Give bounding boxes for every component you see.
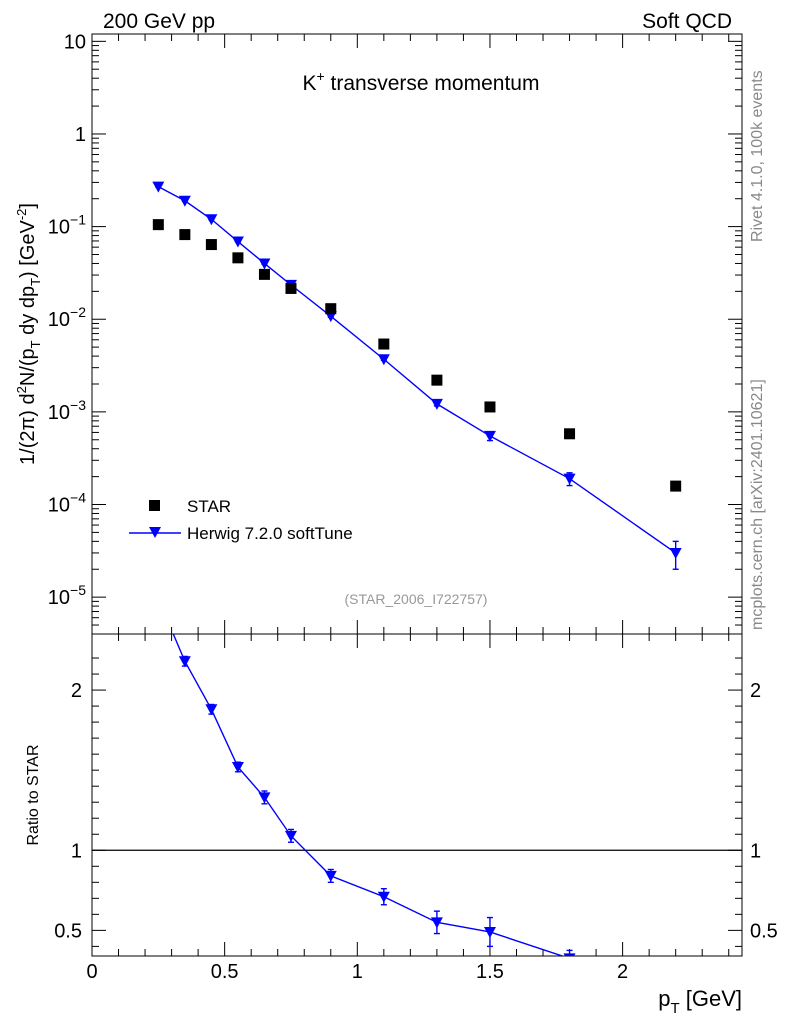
herwig-point: [483, 430, 496, 442]
star-point: [378, 338, 390, 350]
main-y-tick-label: 10: [64, 31, 86, 53]
legend-star-label: STAR: [187, 497, 231, 516]
main-y-tick-label: 10−2: [48, 304, 86, 331]
star-point: [152, 219, 164, 231]
star-point: [484, 401, 496, 413]
ratio-marks: [152, 594, 682, 986]
ratio-y-tick-label-right: 0.5: [750, 920, 778, 942]
header-category-label: Soft QCD: [642, 10, 732, 33]
ratio-y-tick-label-right: 2: [750, 680, 761, 702]
main-y-tick-label: 1: [75, 124, 86, 146]
ratio-point: [205, 704, 218, 716]
analysis-watermark: (STAR_2006_I722757): [345, 591, 488, 607]
star-point: [205, 239, 217, 251]
main-y-tick-label: 10−4: [48, 490, 86, 517]
header-energy-label: 200 GeV pp: [103, 10, 215, 33]
star-point: [670, 480, 682, 492]
star-point: [285, 282, 297, 294]
ratio-y-tick-label: 0.5: [54, 920, 82, 942]
x-tick-label: 0: [86, 961, 97, 983]
x-tick-label: 0.5: [211, 961, 239, 983]
rivet-version-label: Rivet 4.1.0, 100k events: [749, 70, 766, 242]
herwig-point: [430, 398, 443, 410]
ratio-point: [430, 917, 443, 929]
plot-title: K+ transverse momentum: [303, 68, 540, 95]
ratio-axes: 0.5 0.51 12 20 0.5 1 1.5 2: [54, 634, 778, 983]
herwig-point: [377, 354, 390, 366]
legend-star-marker: [149, 500, 160, 511]
legend-herwig-label: Herwig 7.2.0 softTune: [187, 524, 353, 543]
ratio-series: [152, 594, 682, 986]
star-point: [232, 252, 244, 264]
ratio-point: [670, 975, 682, 986]
ratio-point: [284, 830, 297, 842]
x-axis-label: pT [GeV]: [658, 986, 742, 1017]
main-y-tick-label: 10−1: [48, 212, 86, 239]
main-panel-frame: [91, 33, 743, 635]
ratio-point: [178, 656, 191, 668]
star-point: [431, 374, 443, 386]
herwig-point: [152, 181, 165, 193]
x-tick-label: 2: [617, 961, 628, 983]
herwig-point: [258, 258, 271, 270]
herwig-point: [178, 195, 191, 207]
x-tick-label: 1.5: [476, 961, 504, 983]
star-point: [179, 229, 191, 241]
main-axes: 10 1 10−1 10−2 10−3 10−4 10−5: [48, 31, 742, 635]
ratio-point: [258, 792, 271, 804]
herwig-point: [563, 473, 576, 485]
main-y-tick-label: 10−3: [48, 397, 86, 424]
x-tick-label: 1: [352, 961, 363, 983]
ratio-y-tick-label: 1: [71, 840, 82, 862]
ratio-point: [231, 761, 244, 773]
herwig-point: [231, 236, 244, 248]
main-y-tick-label: 10−5: [48, 582, 86, 609]
ratio-point: [324, 870, 337, 882]
herwig-point: [669, 547, 682, 559]
star-point: [325, 303, 337, 315]
ratio-point: [483, 926, 496, 938]
legend-herwig-marker: [149, 527, 161, 538]
mcplots-label: mcplots.cern.ch [arXiv:2401.10621]: [749, 379, 766, 630]
legend: STAR Herwig 7.2.0 softTune: [129, 497, 353, 543]
ratio-y-tick-label: 2: [71, 680, 82, 702]
ratio-point: [152, 594, 164, 605]
main-marks: [152, 181, 682, 570]
star-point: [258, 268, 270, 280]
ratio-line: [172, 634, 565, 956]
ratio-point: [377, 891, 390, 903]
star-point: [564, 428, 576, 440]
herwig-point: [205, 214, 218, 226]
ratio-y-tick-label-right: 1: [750, 840, 761, 862]
ratio-y-axis-label: Ratio to STAR: [25, 744, 42, 845]
main-y-axis-label: 1/(2π) d2N/(pT dy dpT) [GeV-2]: [14, 203, 43, 465]
ratio-point: [563, 953, 576, 956]
ratio-panel-frame: [91, 633, 743, 957]
